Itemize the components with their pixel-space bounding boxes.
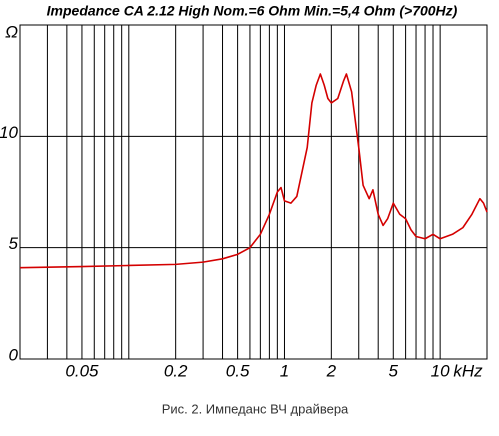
x-tick-label: 1	[280, 361, 289, 380]
chart-title: Impedance CA 2.12 High Nom.=6 Ohm Min.=5…	[47, 3, 458, 19]
y-tick-label: 0	[9, 345, 19, 364]
impedance-line	[19, 73, 488, 269]
x-tick-label: 2	[326, 361, 337, 380]
x-tick-label: 0.05	[65, 361, 99, 380]
plot-area	[19, 24, 488, 360]
caption: Рис. 2. Импеданс ВЧ драйвера	[162, 401, 349, 416]
x-tick-label: 0.2	[164, 361, 188, 380]
x-tick-label: 10	[431, 361, 450, 380]
y-tick-label: 10	[0, 123, 19, 142]
x-tick-label: 5	[389, 361, 399, 380]
y-tick-label: Ω	[5, 22, 18, 41]
x-tick-label: 0.5	[226, 361, 250, 380]
x-axis-label: kHz	[453, 361, 483, 380]
y-tick-label: 5	[9, 234, 19, 253]
